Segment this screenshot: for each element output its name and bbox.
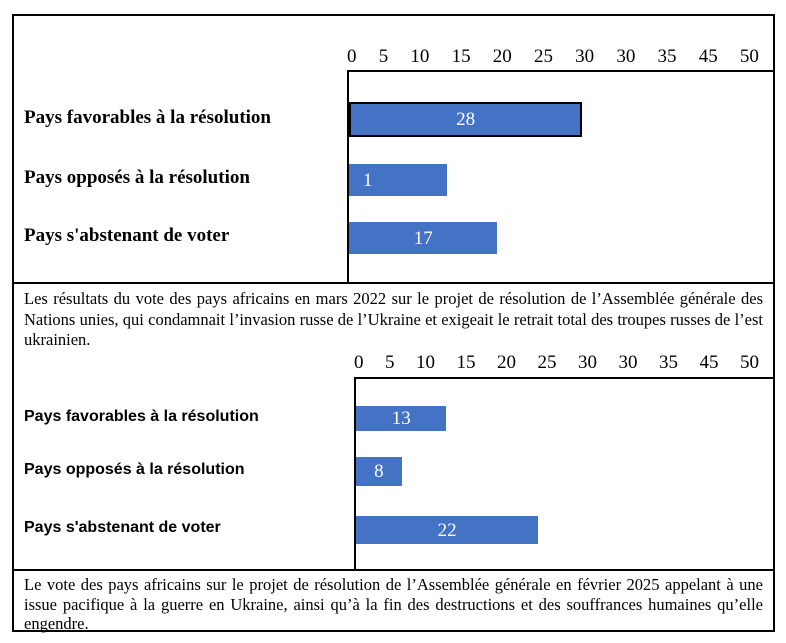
bar-value-label: 17	[413, 227, 433, 249]
bar: 13	[356, 406, 447, 431]
x-axis-tick-row: 0 5 10 15 20 25 30 30 35 45 50	[347, 46, 759, 68]
axis-tick-label: 25	[533, 46, 553, 67]
axis-tick-label: 20	[497, 352, 516, 373]
axis-tick-label: 15	[451, 46, 471, 67]
axis-tick-label: 30	[578, 352, 597, 373]
axis-tick-label: 0	[354, 352, 364, 373]
plot-area: 13 8 22	[354, 377, 773, 569]
axis-tick-label: 20	[492, 46, 512, 67]
axis-tick-label: 35	[657, 46, 677, 67]
axis-tick-label: 45	[699, 352, 719, 373]
bar: 17	[349, 222, 498, 254]
axis-tick-label: 15	[456, 352, 476, 373]
axis-tick-label: 35	[659, 352, 678, 373]
bar-value-label: 22	[437, 519, 457, 541]
axis-tick-label: 10	[416, 352, 435, 373]
category-label: Pays opposés à la résolution	[24, 167, 250, 188]
bar-chart-vote-2025: 0 5 10 15 20 25 30 30 35 45 50 Pays favorables à la…	[14, 16, 773, 630]
figure-frame: 0 5 10 15 20 25 30 30 35 45 50 Pays favorables à la…	[12, 14, 775, 633]
category-label: Pays opposés à la résolution	[24, 460, 245, 478]
x-axis-tick-row: 0 5 10 15 20 25 30 30 35 45 50	[354, 352, 759, 374]
axis-tick-label: 50	[739, 46, 759, 67]
category-label: Pays s'abstenant de voter	[24, 519, 221, 536]
category-label: Pays s'abstenant de voter	[24, 225, 230, 246]
bar-chart-vote-2022: 0 5 10 15 20 25 30 30 35 45 50 Pays favorables à la…	[14, 16, 773, 630]
caption-vote-2022: Les résultats du vote des pays africains…	[14, 282, 773, 352]
axis-tick-label: 10	[410, 46, 430, 67]
bar: 22	[356, 516, 539, 544]
axis-tick-label: 50	[740, 352, 759, 373]
bar: 8	[356, 457, 402, 486]
bar-value-label: 28	[456, 109, 476, 130]
axis-tick-label: 30	[575, 46, 595, 67]
axis-tick-label: 45	[698, 46, 718, 67]
bar-value-label: 8	[374, 461, 384, 482]
plot-area: 28 1 17	[347, 70, 773, 282]
axis-tick-label: 0	[347, 46, 357, 67]
bar-value-label: 13	[391, 408, 411, 429]
bar: 28	[349, 102, 583, 137]
category-label: Pays favorables à la résolution	[24, 106, 271, 128]
bar-value-label: 1	[363, 169, 373, 191]
axis-tick-label: 5	[385, 352, 395, 373]
axis-tick-label: 25	[537, 352, 557, 373]
category-label: Pays favorables à la résolution	[24, 407, 259, 425]
axis-tick-label: 30	[618, 352, 638, 373]
bar: 1	[349, 164, 447, 196]
axis-tick-label: 30	[616, 46, 636, 67]
caption-vote-2025: Le vote des pays africains sur le projet…	[14, 569, 773, 633]
axis-tick-label: 5	[378, 46, 389, 67]
